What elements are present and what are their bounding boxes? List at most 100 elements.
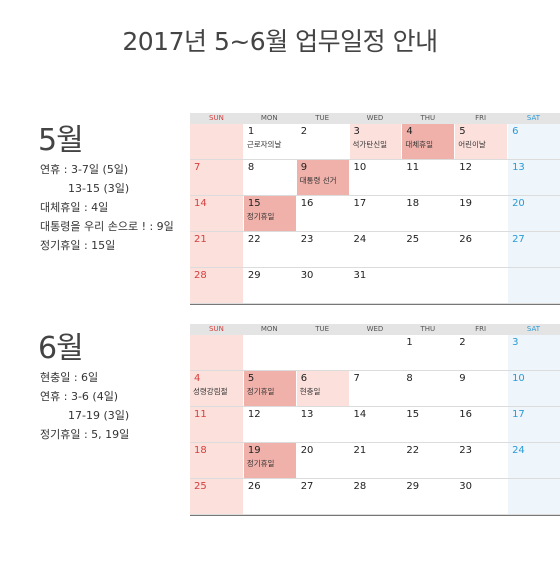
day-number: 3 [353, 126, 360, 137]
day-cell: 18 [190, 443, 243, 478]
day-event-label: 석가탄신일 [352, 140, 388, 149]
day-number: 14 [194, 198, 207, 209]
day-cell: 29 [242, 268, 296, 303]
weekday-sat: SAT [526, 114, 541, 122]
day-number: 22 [247, 234, 261, 245]
day-event-label: 정기휴일 [246, 212, 275, 221]
day-cell: 4 성령강림절 [190, 371, 243, 406]
day-number: 2 [459, 337, 466, 348]
day-cell: 16 [295, 196, 349, 231]
weekday-tue: TUE [315, 325, 330, 333]
day-number: 10 [353, 162, 367, 173]
may-weekday-header: SUN MON TUE WED THU FRI SAT [190, 113, 560, 124]
june-month-label: 6월 [38, 331, 84, 366]
day-number: 26 [459, 234, 472, 245]
day-number: 23 [300, 234, 314, 245]
day-cell: 27 [507, 232, 560, 267]
day-cell: 7 [348, 371, 402, 406]
day-cell: 9 대통령 선거 [295, 160, 349, 195]
day-cell: 19 정기휴일 [242, 443, 296, 478]
june-notes: 현충일 : 6일 연휴 : 3-6 (4일) 17-19 (3일) 정기휴일 :… [40, 368, 129, 444]
day-cell: 22 [242, 232, 296, 267]
day-number: 7 [194, 162, 201, 173]
day-number: 28 [194, 270, 207, 281]
day-cell: 24 [348, 232, 402, 267]
day-number: 22 [406, 445, 420, 456]
day-cell: 29 [401, 479, 454, 514]
day-number: 5 [459, 126, 466, 137]
day-number: 13 [300, 409, 314, 420]
empty-cell [190, 335, 243, 370]
june-note-1: 현충일 : 6일 [40, 371, 99, 384]
june-calendar: SUN MON TUE WED THU FRI SAT 1 2 3 4 성령강림절 5 정기휴일 6 현충일 7… [190, 324, 560, 516]
day-number: 13 [512, 162, 525, 173]
day-cell: 2 [454, 335, 507, 370]
day-number: 11 [406, 162, 420, 173]
day-cell: 10 [507, 371, 560, 406]
day-number: 8 [247, 162, 255, 173]
day-cell: 28 [190, 268, 243, 303]
weekday-sun: SUN [209, 325, 224, 333]
day-event-label: 성령강림절 [193, 387, 228, 396]
day-number: 16 [459, 409, 472, 420]
weekday-sat: SAT [526, 325, 541, 333]
june-week-row: 4 성령강림절 5 정기휴일 6 현충일 7 8 9 10 [190, 371, 560, 407]
day-cell: 20 [295, 443, 349, 478]
may-week-row: 7 8 9 대통령 선거 10 11 12 13 [190, 160, 560, 196]
may-week-row: 1 근로자의날 2 3 석가탄신일 4 대체휴일 5 어린이날 6 [190, 124, 560, 160]
day-event-label: 대통령 선거 [299, 176, 337, 185]
day-cell: 23 [454, 443, 507, 478]
day-cell: 26 [242, 479, 296, 514]
day-cell: 13 [295, 407, 349, 442]
may-note-2: 13-15 (3일) [68, 182, 130, 195]
may-note-1: 연휴 : 3-7일 (5일) [40, 163, 129, 176]
day-number: 25 [406, 234, 420, 245]
june-week-row: 18 19 정기휴일 20 21 22 23 24 [190, 443, 560, 479]
may-calendar: SUN MON TUE WED THU FRI SAT 1 근로자의날 2 3 석가탄신일 4 대체휴일 5… [190, 113, 560, 305]
day-cell: 2 [295, 124, 349, 159]
may-bottom-rule [190, 304, 560, 305]
empty-cell [190, 124, 243, 159]
day-cell: 26 [454, 232, 507, 267]
june-weekday-header: SUN MON TUE WED THU FRI SAT [190, 324, 560, 335]
empty-cell [454, 268, 508, 303]
day-number: 6 [512, 126, 519, 137]
day-cell: 12 [454, 160, 507, 195]
day-number: 15 [406, 409, 420, 420]
day-number: 17 [353, 198, 367, 209]
day-number: 5 [247, 373, 255, 384]
may-week-row: 28 29 30 31 [190, 268, 560, 304]
day-cell: 15 [401, 407, 454, 442]
empty-cell [295, 335, 349, 370]
day-number: 3 [512, 337, 519, 348]
weekday-mon: MON [260, 114, 278, 122]
day-number: 14 [353, 409, 367, 420]
june-week-row: 25 26 27 28 29 30 [190, 479, 560, 515]
may-notes: 연휴 : 3-7일 (5일) 13-15 (3일) 대체휴일 : 4일 대통령을… [40, 160, 174, 255]
weekday-fri: FRI [475, 114, 487, 122]
day-cell: 24 [507, 443, 560, 478]
day-cell: 30 [454, 479, 507, 514]
weekday-thu: THU [420, 325, 436, 333]
day-number: 4 [406, 126, 413, 137]
day-cell: 27 [295, 479, 349, 514]
day-cell: 17 [507, 407, 560, 442]
day-event-label: 대체휴일 [405, 140, 433, 149]
day-number: 17 [512, 409, 525, 420]
day-cell: 22 [401, 443, 454, 478]
day-cell: 21 [190, 232, 243, 267]
day-number: 26 [247, 481, 261, 492]
day-number: 27 [512, 234, 525, 245]
day-number: 21 [194, 234, 207, 245]
day-number: 8 [406, 373, 413, 384]
day-cell: 1 [401, 335, 454, 370]
day-number: 12 [459, 162, 472, 173]
weekday-sun: SUN [209, 114, 224, 122]
day-number: 6 [300, 373, 308, 384]
day-cell: 1 근로자의날 [242, 124, 296, 159]
day-event-label: 현충일 [299, 387, 321, 396]
day-number: 9 [459, 373, 466, 384]
day-cell: 8 [401, 371, 454, 406]
day-number: 28 [353, 481, 367, 492]
may-note-5: 정기휴일 : 15일 [40, 239, 116, 252]
